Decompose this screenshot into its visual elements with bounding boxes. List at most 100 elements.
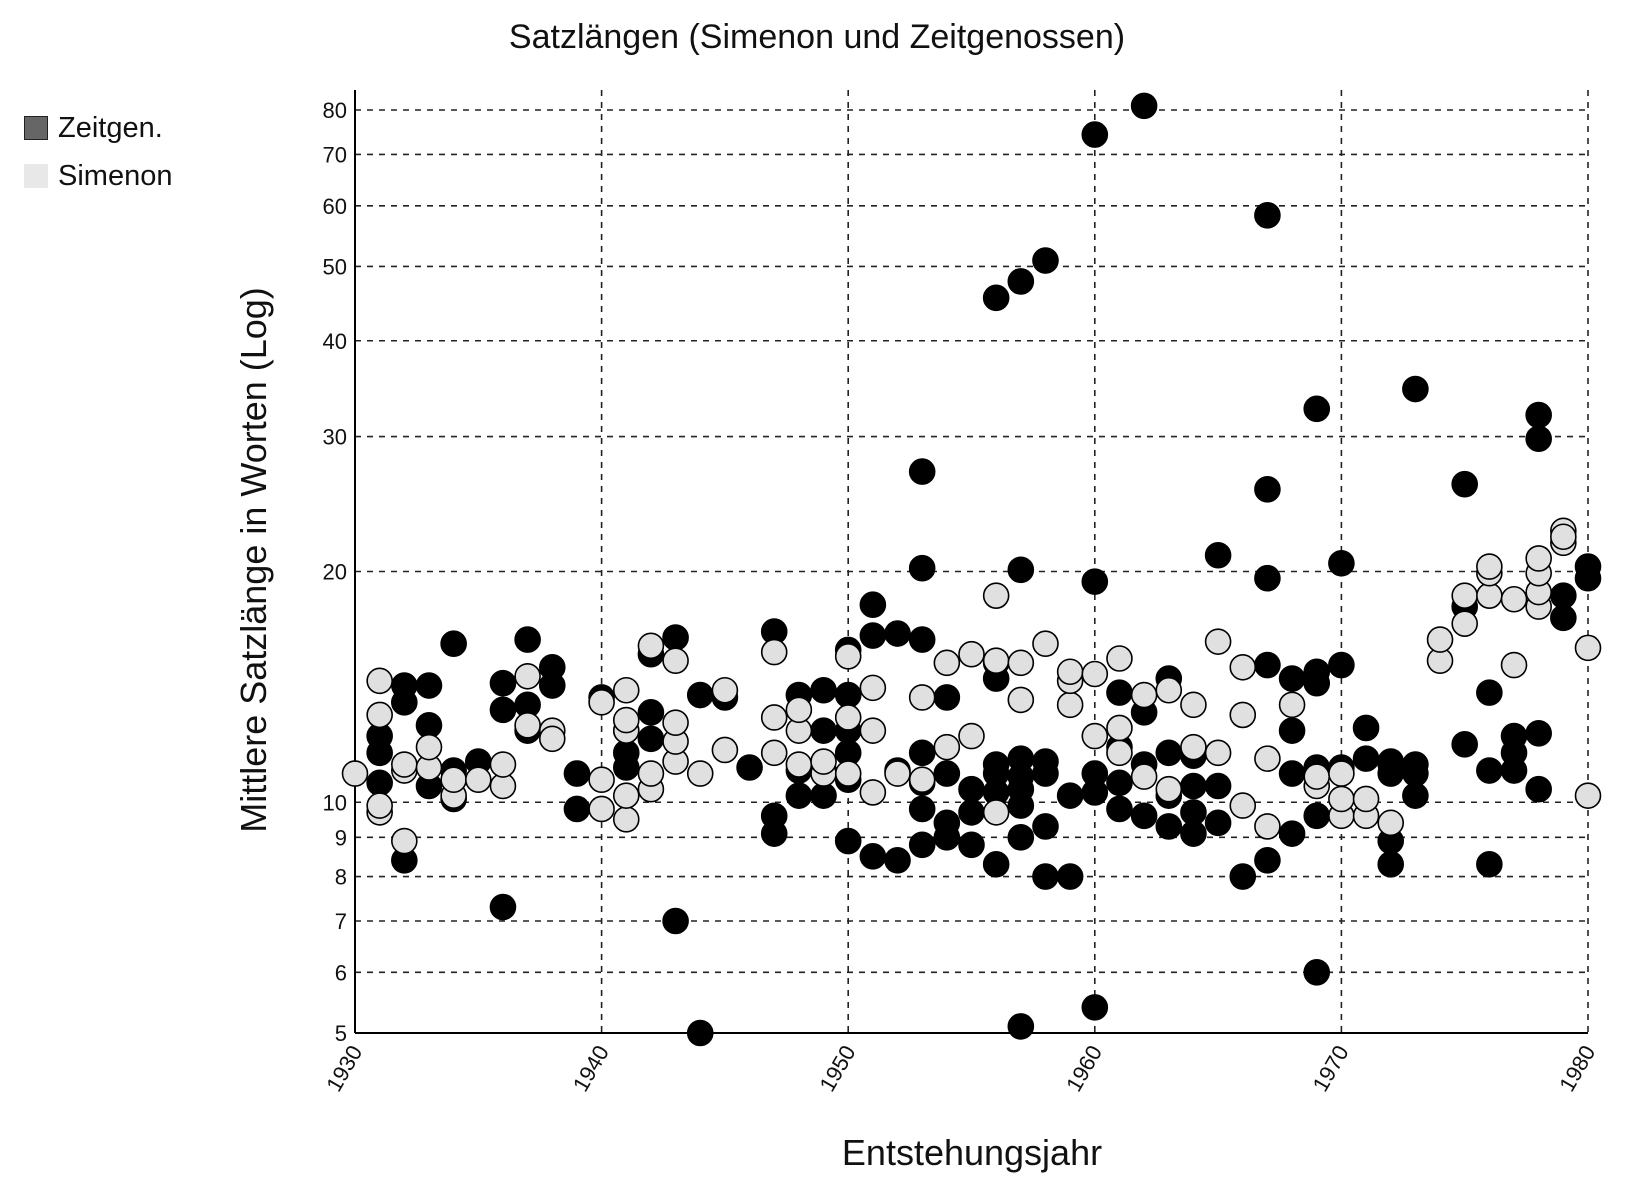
y-tick-label: 50 [323, 254, 347, 279]
data-point [1451, 582, 1478, 609]
data-point [1155, 775, 1183, 803]
data-point [612, 739, 640, 767]
data-point [859, 674, 887, 702]
data-point [1254, 202, 1281, 229]
x-tick-label: 1970 [1308, 1041, 1354, 1096]
data-point [834, 704, 862, 731]
data-point [1500, 651, 1528, 679]
data-point [785, 751, 813, 778]
data-point [1500, 722, 1528, 750]
data-point [1106, 739, 1133, 767]
data-point [1106, 645, 1133, 672]
data-point [1303, 802, 1331, 830]
data-point [1180, 772, 1207, 800]
data-point [1081, 660, 1109, 688]
data-point [1007, 745, 1035, 772]
data-point [859, 843, 887, 870]
data-point [1377, 748, 1405, 775]
data-point [1180, 799, 1207, 826]
data-point [908, 831, 936, 859]
data-point [958, 831, 985, 859]
data-point [538, 653, 566, 681]
data-point [760, 802, 788, 830]
data-point [1402, 782, 1429, 809]
data-point [514, 712, 541, 739]
y-tick-label: 7 [335, 909, 347, 934]
data-point [1007, 649, 1035, 677]
data-point [859, 591, 887, 619]
data-point [1451, 470, 1478, 498]
data-point [440, 630, 467, 658]
data-point [1180, 733, 1207, 761]
data-point [1032, 630, 1059, 658]
data-point [1155, 739, 1183, 767]
x-tick-label: 1930 [321, 1041, 367, 1096]
legend-label-simenon: Simenon [58, 159, 173, 192]
data-point [1574, 553, 1602, 580]
data-point [1574, 782, 1602, 809]
data-point [366, 667, 393, 695]
data-point [810, 748, 837, 775]
data-point [1476, 850, 1503, 878]
data-point [1550, 582, 1577, 609]
data-point [1106, 679, 1133, 706]
data-point [1254, 651, 1281, 679]
data-point [1204, 772, 1232, 800]
data-point [982, 582, 1010, 609]
data-point [588, 795, 615, 823]
data-point [1056, 691, 1084, 719]
data-point [1352, 785, 1380, 813]
data-point [859, 779, 887, 806]
data-point [563, 795, 591, 823]
data-point [982, 751, 1010, 778]
data-point [1106, 795, 1133, 823]
data-point [1204, 739, 1232, 767]
data-point [1229, 792, 1257, 819]
data-point [1106, 714, 1133, 742]
data-point [1550, 523, 1577, 551]
data-point [1056, 658, 1084, 686]
data-point [834, 681, 862, 709]
data-point [1254, 813, 1281, 840]
data-point [637, 632, 665, 660]
data-point [1525, 401, 1552, 429]
data-point [1204, 809, 1232, 837]
data-point [982, 799, 1010, 826]
chart-title: Satzlängen (Simenon und Zeitgenossen) [509, 18, 1125, 56]
y-tick-label: 30 [323, 425, 347, 450]
data-point [489, 696, 517, 724]
data-point [637, 760, 665, 787]
data-point [366, 792, 393, 819]
data-point [1106, 769, 1133, 797]
data-point [1328, 785, 1355, 813]
data-point [662, 624, 689, 651]
data-point [908, 766, 936, 794]
data-point [834, 827, 862, 855]
data-point [1204, 541, 1232, 569]
y-tick-label: 20 [323, 560, 347, 585]
data-points [341, 92, 1602, 1047]
y-axis-label: Mittlere Satzlänge in Worten (Log) [233, 287, 274, 833]
data-point [1476, 553, 1503, 580]
series-zeitgen [366, 92, 1602, 1047]
data-point [1007, 824, 1035, 851]
y-tick-label: 10 [323, 790, 347, 815]
data-point [391, 827, 418, 855]
data-point [637, 699, 665, 726]
data-point [1476, 757, 1503, 784]
y-tick-label: 6 [335, 960, 347, 985]
data-point [686, 1019, 714, 1047]
data-point [859, 622, 887, 649]
data-point [1056, 863, 1084, 890]
data-point [1352, 745, 1380, 772]
data-point [1229, 863, 1257, 890]
data-point [908, 795, 936, 823]
data-point [958, 640, 985, 668]
data-point [1032, 748, 1059, 775]
legend-item-simenon[interactable]: Simenon [24, 152, 172, 200]
legend-item-zeitgen[interactable]: Zeitgen. [24, 104, 172, 152]
data-point [391, 751, 418, 778]
data-point [588, 689, 615, 716]
data-point [1525, 545, 1552, 572]
data-point [1451, 731, 1478, 758]
